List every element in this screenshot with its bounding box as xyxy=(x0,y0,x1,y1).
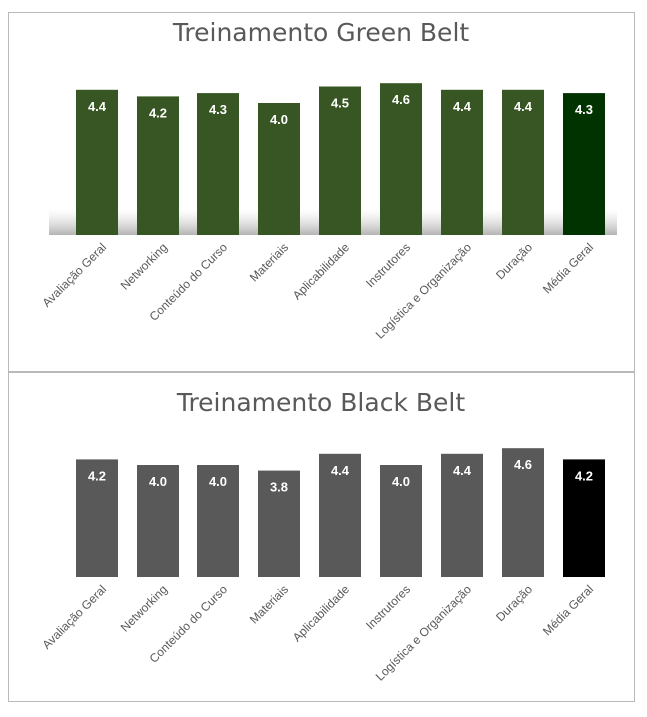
black-belt-bar-9 xyxy=(563,459,605,577)
green-belt-tick-label-5: Aplicabilidade xyxy=(290,240,352,302)
green-belt-tick-label-2: Networking xyxy=(118,240,170,292)
green-belt-bar-8 xyxy=(502,89,544,235)
green-belt-bar-3 xyxy=(197,93,239,235)
green-belt-tick-label-1: Avaliação Geral xyxy=(39,240,109,310)
black-belt-data-label-1: 4.2 xyxy=(88,468,106,483)
green-belt-data-label-9: 4.3 xyxy=(575,102,593,117)
black-belt-tick-label-1: Avaliação Geral xyxy=(39,582,109,652)
black-belt-bar-5 xyxy=(319,453,361,577)
black-belt-data-label-2: 4.0 xyxy=(149,474,167,489)
green-belt-data-label-8: 4.4 xyxy=(514,99,533,114)
green-belt-bar-4 xyxy=(258,103,300,235)
black-belt-tick-label-8: Duração xyxy=(493,582,535,624)
green-belt-tick-label-8: Duração xyxy=(493,240,535,282)
green-belt-chart-title: Treinamento Green Belt xyxy=(172,18,470,47)
black-belt-bar-7 xyxy=(441,453,483,577)
black-belt-data-label-7: 4.4 xyxy=(453,463,472,478)
black-belt-bar-4 xyxy=(258,470,300,577)
green-belt-data-label-6: 4.6 xyxy=(392,92,410,107)
black-belt-data-label-5: 4.4 xyxy=(331,463,350,478)
green-belt-chart-panel: Treinamento Green Belt 4.4 Avaliação Geral… xyxy=(8,12,635,372)
black-belt-data-label-6: 4.0 xyxy=(392,474,410,489)
green-belt-bar-7 xyxy=(441,89,483,235)
green-belt-bar-2 xyxy=(137,96,179,236)
green-belt-bar-1 xyxy=(76,89,118,235)
black-belt-data-label-4: 3.8 xyxy=(270,480,288,495)
black-belt-chart-panel: Treinamento Black Belt 4.2 Avaliação Geral… xyxy=(8,372,635,702)
green-belt-tick-label-6: Instrutores xyxy=(363,240,413,290)
green-belt-data-label-7: 4.4 xyxy=(453,99,472,114)
black-belt-data-label-9: 4.2 xyxy=(575,468,593,483)
black-belt-bar-1 xyxy=(76,459,118,577)
black-belt-bar-8 xyxy=(502,448,544,577)
black-belt-chart: Treinamento Black Belt 4.2 Avaliação Geral… xyxy=(39,388,605,684)
green-belt-data-label-3: 4.3 xyxy=(209,102,227,117)
green-belt-tick-label-4: Materiais xyxy=(247,240,291,284)
green-belt-data-label-1: 4.4 xyxy=(88,99,107,114)
green-belt-chart: Treinamento Green Belt 4.4 Avaliação Geral… xyxy=(39,18,617,342)
black-belt-tick-label-9: Média Geral xyxy=(540,582,596,638)
black-belt-tick-label-5: Aplicabilidade xyxy=(290,582,352,644)
green-belt-bar-9 xyxy=(563,93,605,235)
green-belt-data-label-5: 4.5 xyxy=(331,96,349,111)
black-belt-tick-label-6: Instrutores xyxy=(363,582,413,632)
black-belt-bar-6 xyxy=(380,465,422,577)
black-belt-data-label-3: 4.0 xyxy=(209,474,227,489)
green-belt-data-label-4: 4.0 xyxy=(270,112,288,127)
green-belt-bar-6 xyxy=(380,83,422,235)
black-belt-bar-2 xyxy=(137,465,179,577)
black-belt-data-label-8: 4.6 xyxy=(514,457,532,472)
black-belt-chart-title: Treinamento Black Belt xyxy=(176,388,466,417)
green-belt-data-label-2: 4.2 xyxy=(149,105,167,120)
black-belt-bar-3 xyxy=(197,465,239,577)
black-belt-tick-label-2: Networking xyxy=(118,582,170,634)
black-belt-tick-label-4: Materiais xyxy=(247,582,291,626)
green-belt-tick-label-9: Média Geral xyxy=(540,240,596,296)
green-belt-bar-5 xyxy=(319,86,361,235)
